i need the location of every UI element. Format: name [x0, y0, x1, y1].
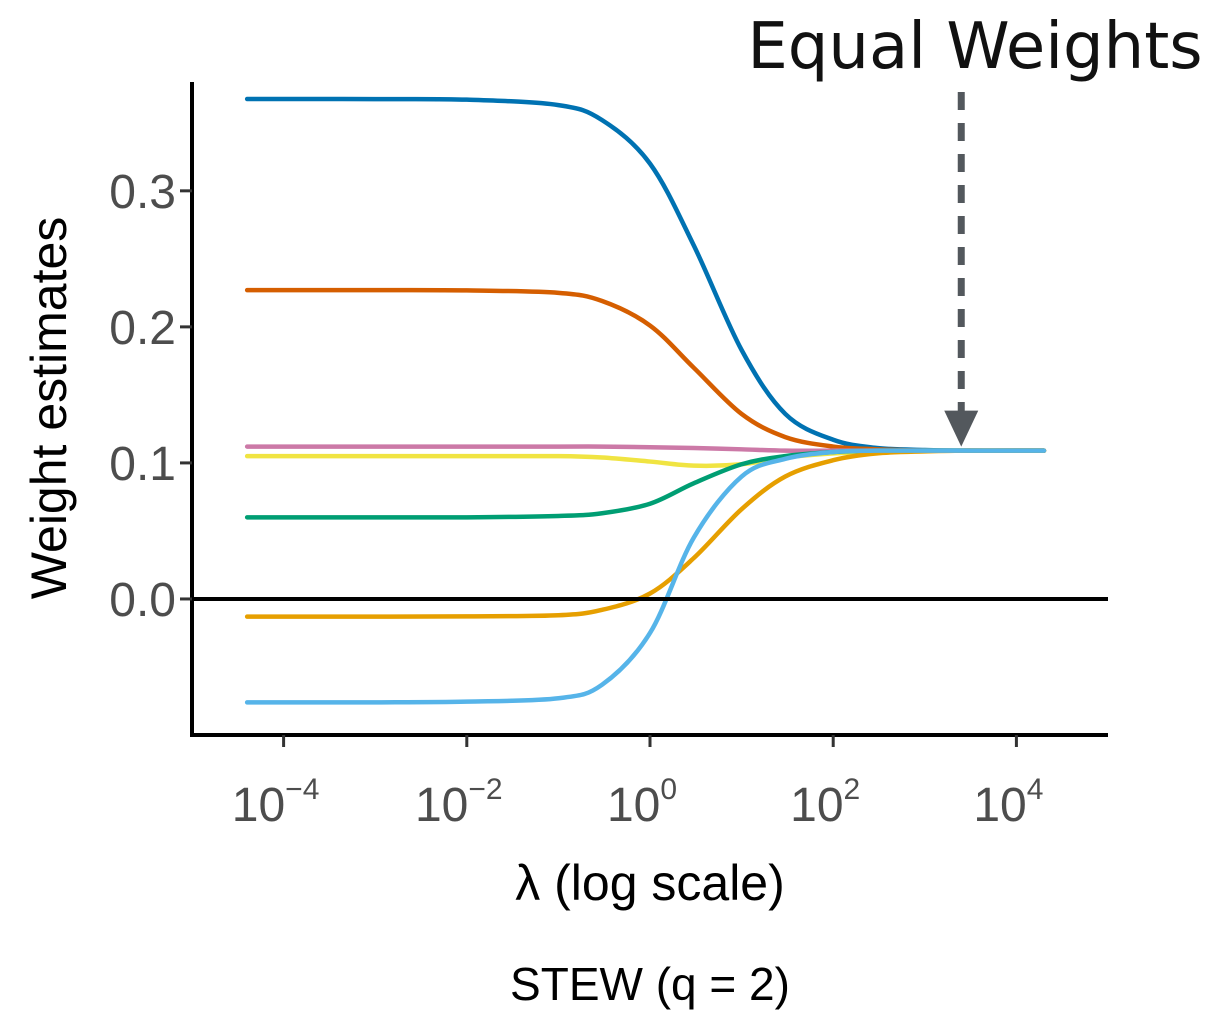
annotation-arrow-head [944, 410, 979, 447]
series-line-2 [244, 287, 1047, 454]
series-line-6 [244, 448, 1047, 619]
equal-weights-annotation: Equal Weights [747, 10, 1202, 84]
y-axis-title: Weight estimates [21, 217, 77, 600]
y-tick-label: 0.1 [109, 438, 176, 491]
x-tick-label: 102 [790, 773, 860, 832]
y-tick-label: 0.0 [109, 574, 176, 627]
series-line-7 [244, 448, 1047, 705]
x-axis-title: λ (log scale) [515, 855, 785, 911]
series-line-1 [244, 96, 1047, 453]
x-tick-label: 10−4 [232, 773, 320, 832]
x-tick-label: 104 [973, 773, 1043, 832]
x-tick-label: 10−2 [415, 773, 503, 832]
x-tick-label: 100 [607, 773, 677, 832]
series-layer [244, 96, 1047, 705]
x-axis-ticks: 10−4 10−2 100 102 104 [232, 735, 1043, 832]
chart-caption: STEW (q = 2) [510, 958, 790, 1010]
y-axis-ticks: 0.0 0.1 0.2 0.3 [109, 166, 192, 627]
y-tick-label: 0.3 [109, 166, 176, 219]
y-tick-label: 0.2 [109, 302, 176, 355]
